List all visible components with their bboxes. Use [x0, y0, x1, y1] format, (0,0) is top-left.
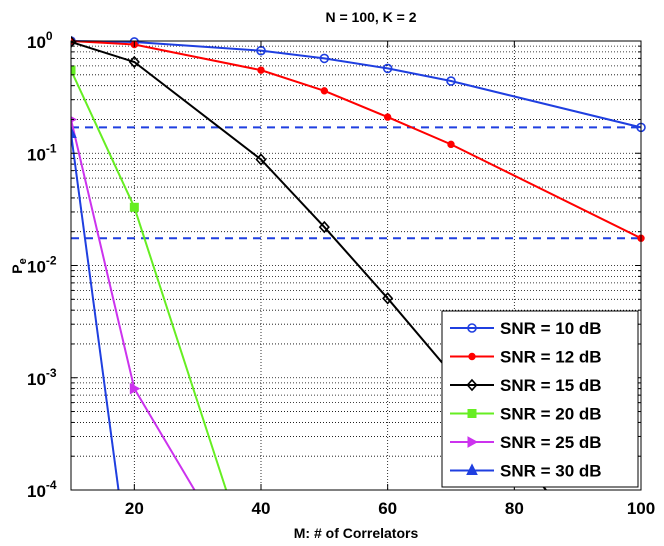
- y-axis-label: Pe: [9, 258, 29, 273]
- legend: SNR = 10 dB SNR = 12 dB SNR = 15 dB SNR = 2…: [441, 310, 639, 488]
- y-tick-label: 10-1: [27, 141, 57, 164]
- series-snr-12-db: [71, 37, 645, 242]
- data-point: [128, 55, 140, 69]
- series-line: [71, 119, 196, 490]
- legend-entry: SNR = 25 dB: [450, 433, 602, 452]
- series-line: [71, 40, 642, 129]
- data-point: [467, 436, 479, 448]
- y-tick-label: 10-4: [27, 478, 57, 501]
- data-point: [129, 382, 141, 395]
- legend-entry: SNR = 15 dB: [450, 376, 602, 395]
- data-point: [129, 202, 139, 212]
- data-point: [382, 63, 393, 74]
- y-axis-label-sub: e: [17, 258, 29, 264]
- data-point: [383, 113, 392, 121]
- chart-title: N = 100, K = 2: [325, 9, 416, 25]
- x-tick-label: 80: [505, 499, 524, 518]
- data-point: [71, 65, 76, 75]
- series-snr-20-db: [71, 65, 228, 490]
- series-snr-10-db: [71, 36, 646, 133]
- data-point: [466, 378, 478, 392]
- legend-label: SNR = 20 dB: [500, 405, 602, 424]
- x-tick-labels: 20 40 60 80 100: [125, 499, 655, 518]
- data-point: [319, 53, 330, 64]
- y-axis-label-main: P: [9, 264, 25, 273]
- y-tick-labels: 100 10-1 10-2 10-3 10-4: [27, 29, 57, 501]
- ticks: [71, 41, 642, 491]
- series-line: [71, 133, 120, 490]
- data-point: [467, 409, 477, 418]
- legend-entry: SNR = 12 dB: [450, 348, 602, 367]
- legend-entry: SNR = 10 dB: [450, 319, 602, 338]
- data-point: [447, 140, 455, 149]
- data-point: [382, 292, 394, 305]
- legend-label: SNR = 30 dB: [500, 462, 602, 481]
- data-point: [257, 66, 265, 74]
- x-tick-label: 60: [378, 499, 397, 518]
- data-point: [467, 323, 477, 333]
- data-point: [468, 352, 476, 361]
- x-tick-label: 20: [125, 499, 144, 518]
- legend-label: SNR = 25 dB: [500, 433, 602, 452]
- data-point: [255, 153, 267, 166]
- series-line: [71, 40, 642, 240]
- data-point: [71, 35, 77, 49]
- x-tick-label: 100: [627, 499, 655, 518]
- legend-box: [441, 310, 639, 488]
- y-tick-label: 10-2: [27, 254, 57, 277]
- legend-entry: SNR = 30 dB: [450, 462, 602, 481]
- legend-entry: SNR = 20 dB: [450, 405, 602, 424]
- data-point: [446, 76, 456, 86]
- data-point: [71, 126, 77, 138]
- y-tick-label: 100: [27, 29, 53, 52]
- data-point: [318, 220, 330, 234]
- series-snr-30-db: [71, 126, 120, 490]
- y-tick-label: 10-3: [27, 366, 57, 389]
- x-axis-label: M: # of Correlators: [294, 525, 419, 541]
- data-point: [320, 87, 329, 95]
- legend-label: SNR = 10 dB: [500, 319, 602, 338]
- reference-lines: [71, 126, 641, 240]
- legend-label: SNR = 12 dB: [500, 348, 602, 367]
- series-line: [71, 69, 228, 490]
- data-point: [466, 463, 478, 475]
- x-tick-label: 40: [252, 499, 271, 518]
- legend-label: SNR = 15 dB: [500, 376, 602, 395]
